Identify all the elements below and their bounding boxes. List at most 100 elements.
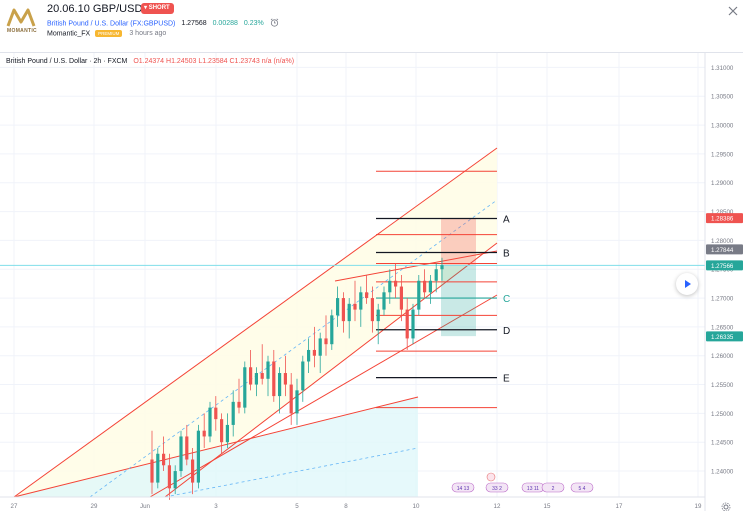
price-badge-text: 1.27566 xyxy=(711,263,734,270)
support-midline xyxy=(164,447,419,498)
candle-body xyxy=(249,367,253,385)
time-axis-tick: 15 xyxy=(544,503,551,510)
candle-body xyxy=(336,298,340,316)
channel-inner-line xyxy=(149,294,498,498)
chart-area[interactable]: British Pound / U.S. Dollar · 2h · FXCM … xyxy=(0,52,743,511)
price-badge xyxy=(706,331,743,342)
time-axis-tick: 8 xyxy=(344,503,348,510)
time-axis-tick: 29 xyxy=(91,503,98,510)
short-badge: ▾ SHORT xyxy=(141,3,174,14)
symbol-change-pct: 0.23% xyxy=(243,20,264,28)
time-axis-tick: 3 xyxy=(214,503,218,510)
candle-body xyxy=(150,459,154,483)
price-axis-tick: 1.24500 xyxy=(711,440,734,447)
event-marker xyxy=(485,482,509,493)
event-marker xyxy=(541,482,565,493)
candle-body xyxy=(289,384,293,414)
event-marker-text: 5 4 xyxy=(579,486,586,492)
chart-ohlc: O1.24374 H1.24503 L1.23584 C1.23743 n/a … xyxy=(133,58,295,65)
candle-body xyxy=(278,373,282,397)
price-axis-tick: 1.31000 xyxy=(711,65,734,72)
candle-body xyxy=(382,292,386,310)
price-axis-tick: 1.30000 xyxy=(711,123,734,130)
candle-body xyxy=(353,303,357,310)
time-axis-tick: 17 xyxy=(616,503,623,510)
candle-body xyxy=(179,436,183,472)
event-marker-text: 33 2 xyxy=(492,486,502,492)
candle-body xyxy=(388,280,392,293)
level-label-d: D xyxy=(503,326,510,337)
logo-icon xyxy=(6,8,36,27)
time-axis-tick: 19 xyxy=(695,503,702,510)
candle-body xyxy=(301,361,305,391)
candle-body xyxy=(196,430,200,483)
price-axis-tick: 1.29000 xyxy=(711,180,734,187)
author-logo[interactable]: MOMANTIC xyxy=(2,6,40,36)
play-icon xyxy=(685,280,691,288)
candle-body xyxy=(220,419,224,443)
candle-body xyxy=(324,338,328,345)
price-axis-tick: 1.26000 xyxy=(711,353,734,360)
chart-settings-icon[interactable] xyxy=(721,499,731,511)
logo-label: MOMANTIC xyxy=(7,28,37,34)
short-stop-zone xyxy=(441,217,476,266)
time-axis-tick: 27 xyxy=(11,503,18,510)
candle-body xyxy=(341,298,345,322)
level-label-e: E xyxy=(503,374,510,385)
author-name[interactable]: Momantic_FX xyxy=(47,30,91,38)
idea-header: MOMANTIC 20.06.10 GBP/USD ▾ SHORT Britis… xyxy=(0,0,743,52)
candle-body xyxy=(254,373,258,385)
symbol-change: 0.00288 xyxy=(212,20,238,28)
event-marker-text: 13 11 xyxy=(527,486,539,492)
candle-body xyxy=(405,309,409,339)
play-button[interactable] xyxy=(676,273,698,295)
candle-body xyxy=(283,373,287,385)
level-label-b: B xyxy=(503,249,510,260)
candle-body xyxy=(225,424,229,443)
candle-body xyxy=(156,453,160,483)
candle-body xyxy=(167,465,171,489)
news-flag-icon xyxy=(486,472,496,482)
channel-upper-line xyxy=(13,147,498,498)
event-marker xyxy=(570,482,594,493)
event-marker-text: 14 13 xyxy=(457,486,470,492)
candle-body xyxy=(231,401,235,425)
price-axis-tick: 1.27000 xyxy=(711,296,734,303)
time-axis-tick: 12 xyxy=(494,503,501,510)
short-badge-label: SHORT xyxy=(148,5,170,11)
price-badge xyxy=(706,260,743,271)
symbol-link[interactable]: British Pound / U.S. Dollar (FX:GBPUSD) xyxy=(47,20,176,28)
candle-body xyxy=(208,407,212,437)
candle-body xyxy=(191,459,195,483)
candle-body xyxy=(214,407,218,420)
premium-badge: PREMIUM xyxy=(95,30,123,37)
price-axis-tick: 1.24000 xyxy=(711,469,734,476)
candle-body xyxy=(307,349,311,362)
alarm-clock-icon[interactable] xyxy=(270,18,279,29)
price-badge xyxy=(706,244,743,255)
candle-body xyxy=(266,361,270,379)
channel-lower-line xyxy=(164,242,498,498)
time-axis-tick: 5 xyxy=(295,503,299,510)
candle-body xyxy=(243,367,247,408)
price-badge-text: 1.27844 xyxy=(711,247,734,254)
support-line xyxy=(13,396,419,498)
chart-legend: British Pound / U.S. Dollar · 2h · FXCM … xyxy=(6,58,295,65)
price-axis-tick: 1.28000 xyxy=(711,238,734,245)
price-badge-text: 1.26335 xyxy=(711,334,734,341)
candle-body xyxy=(347,303,351,322)
price-axis-tick: 1.28500 xyxy=(711,209,734,216)
level-label-a: A xyxy=(503,214,510,225)
candle-body xyxy=(428,280,432,293)
short-arrow-icon: ▾ xyxy=(144,5,149,11)
candle-body xyxy=(440,265,444,270)
price-badge xyxy=(706,213,743,224)
channel-top-line xyxy=(334,250,498,282)
candle-body xyxy=(173,471,177,489)
price-chart[interactable]: A B C D E 1.31000 1.30500 1.30000 1.29500 1.29000… xyxy=(0,53,743,511)
candle-body xyxy=(260,373,264,379)
symbol-row: British Pound / U.S. Dollar (FX:GBPUSD) … xyxy=(47,18,279,29)
time-axis-tick: 10 xyxy=(413,503,420,510)
price-badge-text: 1.28386 xyxy=(711,216,734,223)
close-icon[interactable] xyxy=(727,4,739,16)
